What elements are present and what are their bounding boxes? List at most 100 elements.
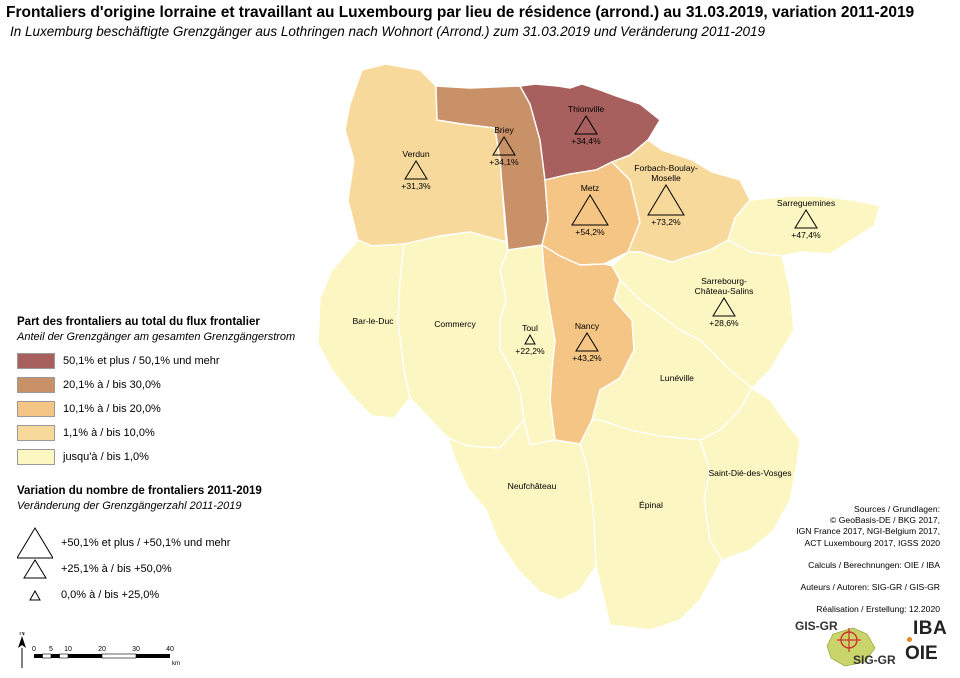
scale-unit: km xyxy=(172,661,180,667)
north-arrow-icon xyxy=(18,636,26,648)
legend-variation-item: +25,1% à / bis +50,0% xyxy=(17,559,172,579)
sources-line: Sources / Grundlagen: xyxy=(854,504,940,514)
growth-triangle-thionville xyxy=(574,115,598,135)
growth-triangle-toul xyxy=(524,333,536,345)
district-label-verdun: Verdun xyxy=(402,149,429,159)
legend-swatch xyxy=(17,377,55,393)
legend-variation-heading: Variation du nombre de frontaliers 2011-… xyxy=(17,485,262,497)
legend-variation: Variation du nombre de frontaliers 2011-… xyxy=(17,485,347,610)
scale-tick: 20 xyxy=(98,646,106,653)
variation-label-sarreguemines: +47,4% xyxy=(791,230,821,240)
district-thionville xyxy=(518,83,661,181)
iba-logo: IBA xyxy=(913,618,948,639)
growth-triangle-nancy xyxy=(575,332,599,352)
legend-swatch xyxy=(17,353,55,369)
sources-line: © GeoBasis-DE / BKG 2017, xyxy=(830,515,940,526)
authors-line: Auteurs / Autoren: SIG-GR / GIS-GR xyxy=(800,582,940,593)
district-label-sarreguemines: Sarreguemines xyxy=(777,198,835,208)
district-label-forbach-boulay-moselle: Forbach-Boulay- xyxy=(634,163,698,173)
scale-segment xyxy=(68,654,102,658)
scale-segment xyxy=(136,654,170,658)
legend-swatch xyxy=(17,401,55,417)
sources-line: ACT Luxembourg 2017, IGSS 2020 xyxy=(804,537,940,548)
district-markers: Thionville +34,4% Briey +34,1% Verdun +31,3% M… xyxy=(352,104,835,510)
growth-triangle-forbach-boulay-moselle xyxy=(647,184,685,216)
legend-share-item: 20,1% à / bis 30,0% xyxy=(17,377,161,393)
variation-label-sarrebourg-chateau-salins: +28,6% xyxy=(709,318,739,328)
legend-share-label: 1,1% à / bis 10,0% xyxy=(63,427,155,439)
sources-line: IGN France 2017, NGI-Belgium 2017, xyxy=(796,526,940,537)
district-label-commercy: Commercy xyxy=(434,319,476,329)
legend-triangle-icon xyxy=(17,527,53,559)
sig-gr-label: SIG-GR xyxy=(853,653,895,667)
legend-swatch xyxy=(17,449,55,465)
growth-triangle-sarrebourg-chateau-salins xyxy=(712,297,736,317)
legend-share-item: 50,1% et plus / 50,1% und mehr xyxy=(17,353,220,369)
legend-variation-label: +25,1% à / bis +50,0% xyxy=(61,563,172,575)
north-label: N xyxy=(19,632,25,637)
legend-share-label: 20,1% à / bis 30,0% xyxy=(63,379,161,391)
legend-variation-item: +50,1% et plus / +50,1% und mehr xyxy=(17,527,230,559)
legend-share-heading: Part des frontaliers au total du flux fr… xyxy=(17,316,260,328)
legend-share-item: 1,1% à / bis 10,0% xyxy=(17,425,155,441)
district-label-neufchateau: Neufchâteau xyxy=(508,481,557,491)
realisation-line: Réalisation / Erstellung: 12.2020 xyxy=(816,604,940,615)
district-label-luneville: Lunéville xyxy=(660,373,694,383)
district-epinal xyxy=(579,419,723,631)
district-commercy xyxy=(397,231,525,449)
variation-label-verdun: +31,3% xyxy=(401,181,431,191)
variation-label-nancy: +43,2% xyxy=(572,353,602,363)
district-label-metz: Metz xyxy=(581,183,600,193)
district-metz xyxy=(541,161,641,266)
legend-swatch xyxy=(17,425,55,441)
legend-variation-label: 0,0% à / bis +25,0% xyxy=(61,589,160,601)
scale-tick: 30 xyxy=(132,646,140,653)
map-title: Frontaliers d'origine lorraine et travai… xyxy=(6,4,915,21)
scale-bar: N 0 5 10 20 30 40 km xyxy=(18,632,180,668)
legend-share-subheading: Anteil der Grenzgänger am gesamten Grenz… xyxy=(17,331,296,343)
legend-triangle-icon xyxy=(29,589,41,600)
scale-segment xyxy=(59,653,69,659)
variation-label-thionville: +34,4% xyxy=(571,136,601,146)
growth-triangle-briey xyxy=(492,136,516,156)
map-subtitle: In Luxemburg beschäftigte Grenzgänger au… xyxy=(10,24,765,39)
legend-variation-subheading: Veränderung der Grenzgängerzahl 2011-201… xyxy=(17,500,242,512)
scale-tick: 0 xyxy=(32,646,36,653)
scale-segment xyxy=(34,654,43,658)
legend-triangle-icon xyxy=(23,559,47,579)
variation-label-briey: +34,1% xyxy=(489,157,519,167)
sources-block: Sources / Grundlagen: © GeoBasis-DE / BK… xyxy=(796,504,940,615)
district-label-bar-le-duc: Bar-le-Duc xyxy=(352,316,394,326)
legend-share: Part des frontaliers au total du flux fr… xyxy=(17,316,347,468)
gis-gr-label: GIS-GR xyxy=(795,619,838,633)
oie-logo: OIE xyxy=(905,643,938,664)
district-saint-die-des-vosges xyxy=(699,386,801,561)
scale-segment xyxy=(42,653,52,659)
district-label-thionville: Thionville xyxy=(568,104,605,114)
variation-label-metz: +54,2% xyxy=(575,227,605,237)
scale-tick: 10 xyxy=(64,646,72,653)
district-shapes xyxy=(317,63,881,631)
district-label-toul: Toul xyxy=(522,323,538,333)
district-label-forbach-boulay-moselle: Moselle xyxy=(651,173,681,183)
legend-variation-item: 0,0% à / bis +25,0% xyxy=(17,589,159,601)
district-neufchateau xyxy=(446,418,597,601)
district-label-saint-die-des-vosges: Saint-Dié-des-Vosges xyxy=(708,468,791,478)
scale-segment xyxy=(51,654,60,658)
legend-share-label: 50,1% et plus / 50,1% und mehr xyxy=(63,355,220,367)
legend-share-label: 10,1% à / bis 20,0% xyxy=(63,403,161,415)
calculs-line: Calculs / Berechnungen: OIE / IBA xyxy=(808,559,940,570)
district-label-nancy: Nancy xyxy=(575,321,600,331)
legend-share-item: 10,1% à / bis 20,0% xyxy=(17,401,161,417)
scale-segment xyxy=(101,653,137,659)
growth-triangle-sarreguemines xyxy=(794,209,818,229)
district-label-briey: Briey xyxy=(494,125,514,135)
scale-tick: 40 xyxy=(166,646,174,653)
gis-gr-logo-shape xyxy=(826,627,876,667)
legend-variation-label: +50,1% et plus / +50,1% und mehr xyxy=(61,537,231,549)
growth-triangle-metz xyxy=(571,194,609,226)
scale-tick: 5 xyxy=(49,646,53,653)
gis-gr-logo: GIS-GR SIG-GR xyxy=(795,619,895,667)
district-label-sarrebourg-chateau-salins: Sarrebourg- xyxy=(701,276,747,286)
